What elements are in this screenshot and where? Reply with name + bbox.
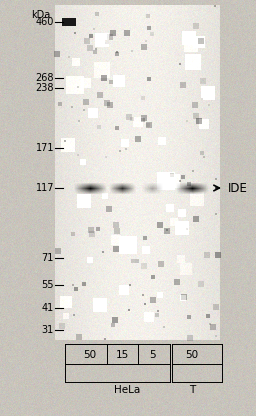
Text: HeLa: HeLa	[114, 385, 140, 395]
Text: 55: 55	[41, 280, 54, 290]
Text: 41: 41	[42, 303, 54, 313]
Text: kDa: kDa	[31, 10, 50, 20]
Text: 171: 171	[36, 143, 54, 153]
Text: 50: 50	[185, 350, 199, 360]
Text: 460: 460	[36, 17, 54, 27]
Text: 268: 268	[36, 73, 54, 83]
Text: 117: 117	[36, 183, 54, 193]
Text: 71: 71	[42, 253, 54, 263]
Text: 50: 50	[83, 350, 97, 360]
Text: 31: 31	[42, 325, 54, 335]
Text: T: T	[189, 385, 195, 395]
Text: 5: 5	[149, 350, 155, 360]
Text: 238: 238	[36, 83, 54, 93]
Text: IDE: IDE	[228, 181, 248, 195]
Text: 15: 15	[115, 350, 129, 360]
